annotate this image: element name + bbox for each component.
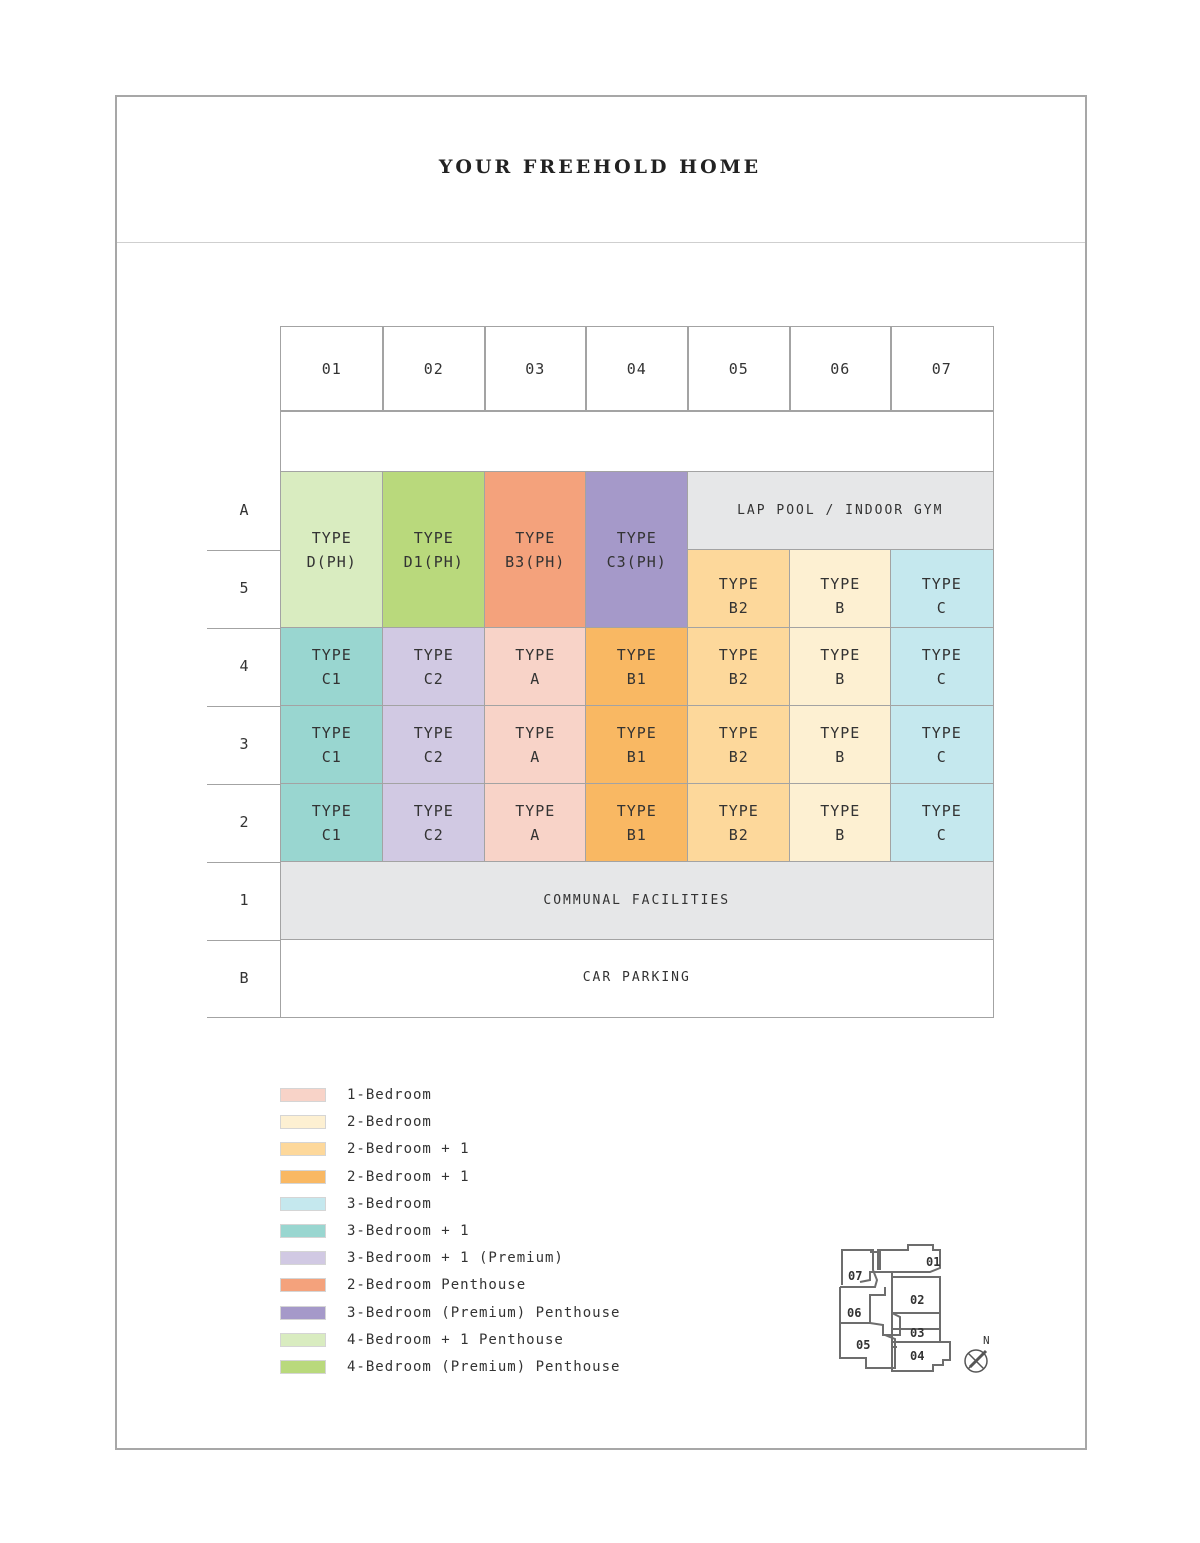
legend-label: 3-Bedroom + 1 (Premium) [347, 1250, 564, 1267]
floor-label: 4 [207, 627, 281, 707]
legend-item: 4-Bedroom (Premium) Penthouse [280, 1358, 620, 1376]
unit-cell: TYPE B2 [687, 783, 791, 863]
legend-label: 2-Bedroom + 1 [347, 1141, 470, 1158]
unit-cell: TYPE A [484, 627, 587, 707]
unit-cell: TYPE C2 [382, 783, 486, 863]
floor-label: 1 [207, 861, 281, 941]
floor-label: 2 [207, 783, 281, 863]
legend-label: 1-Bedroom [347, 1087, 432, 1103]
unit-cell: COMMUNAL FACILITIES [280, 861, 994, 941]
legend-swatch [280, 1278, 326, 1293]
column-header: 03 [484, 326, 587, 412]
header-divider [117, 242, 1085, 243]
header-spacer [280, 410, 994, 472]
legend-swatch [280, 1224, 326, 1238]
floor-label: B [207, 939, 281, 1018]
column-header: 05 [687, 326, 791, 412]
unit-cell: TYPE B [789, 627, 892, 707]
legend-swatch [280, 1332, 326, 1347]
unit-cell: TYPE D(PH) [280, 471, 384, 629]
legend-item: 3-Bedroom + 1 (Premium) [280, 1249, 564, 1267]
unit-cell: TYPE B2 [687, 549, 791, 629]
legend-item: 2-Bedroom [280, 1113, 432, 1131]
legend-swatch [280, 1360, 326, 1374]
column-header: 04 [585, 326, 689, 412]
unit-cell: TYPE A [484, 783, 587, 863]
unit-cell: TYPE C1 [280, 627, 384, 707]
legend-swatch [280, 1088, 326, 1102]
column-header: 02 [382, 326, 486, 412]
legend-label: 2-Bedroom Penthouse [347, 1277, 527, 1294]
legend-label: 3-Bedroom + 1 [347, 1223, 470, 1239]
unit-cell: TYPE C [890, 705, 994, 785]
unit-cell: TYPE C [890, 549, 994, 629]
unit-cell: TYPE B1 [585, 627, 689, 707]
site-unit-07: 07 [848, 1269, 862, 1283]
document-frame [115, 95, 1087, 1450]
legend-item: 2-Bedroom + 1 [280, 1168, 470, 1186]
column-header: 06 [789, 326, 892, 412]
legend-swatch [280, 1169, 326, 1184]
legend-item: 2-Bedroom Penthouse [280, 1276, 526, 1294]
unit-cell: TYPE B3(PH) [484, 471, 587, 629]
legend-label: 4-Bedroom + 1 Penthouse [347, 1331, 564, 1348]
unit-cell: TYPE B1 [585, 783, 689, 863]
column-header: 01 [280, 326, 384, 412]
unit-cell: TYPE B [789, 549, 892, 629]
legend-swatch [280, 1196, 326, 1211]
unit-cell: TYPE B [789, 783, 892, 863]
site-unit-06: 06 [847, 1306, 861, 1320]
legend-item: 1-Bedroom [280, 1086, 432, 1104]
floor-label: A [207, 471, 281, 551]
column-header: 07 [890, 326, 994, 412]
site-plan-outline [839, 1244, 951, 1372]
legend-swatch [280, 1142, 326, 1157]
legend-swatch [280, 1251, 326, 1266]
site-unit-01: 01 [926, 1255, 940, 1269]
legend-label: 2-Bedroom + 1 [347, 1168, 470, 1185]
site-unit-04: 04 [910, 1349, 924, 1363]
legend-item: 3-Bedroom (Premium) Penthouse [280, 1304, 620, 1322]
north-arrow-icon [964, 1349, 988, 1373]
floor-label: 3 [207, 705, 281, 785]
legend-label: 3-Bedroom (Premium) Penthouse [347, 1304, 621, 1321]
unit-cell: TYPE B [789, 705, 892, 785]
legend-item: 3-Bedroom [280, 1195, 432, 1213]
unit-cell: TYPE D1(PH) [382, 471, 486, 629]
unit-cell: TYPE B2 [687, 627, 791, 707]
legend-swatch [280, 1305, 326, 1320]
site-unit-03: 03 [910, 1326, 924, 1340]
floor-label: 5 [207, 549, 281, 629]
legend-label: 4-Bedroom (Premium) Penthouse [347, 1359, 621, 1375]
unit-cell: TYPE C2 [382, 627, 486, 707]
unit-cell: TYPE B1 [585, 705, 689, 785]
legend-item: 4-Bedroom + 1 Penthouse [280, 1331, 564, 1349]
site-unit-02: 02 [910, 1293, 924, 1307]
legend-label: 3-Bedroom [347, 1195, 432, 1212]
unit-cell: TYPE C [890, 627, 994, 707]
unit-cell: TYPE C1 [280, 705, 384, 785]
unit-cell: TYPE C2 [382, 705, 486, 785]
unit-cell: LAP POOL / INDOOR GYM [687, 471, 994, 551]
page-title: YOUR FREEHOLD HOME [438, 156, 762, 178]
unit-cell: TYPE C [890, 783, 994, 863]
site-plan: 01 02 03 04 05 06 07 N [839, 1244, 990, 1373]
legend-label: 2-Bedroom [347, 1114, 432, 1131]
north-label: N [983, 1334, 990, 1347]
legend-item: 3-Bedroom + 1 [280, 1222, 470, 1240]
unit-cell: CAR PARKING [280, 939, 994, 1018]
site-unit-05: 05 [856, 1338, 870, 1352]
unit-cell: TYPE B2 [687, 705, 791, 785]
unit-cell: TYPE C3(PH) [585, 471, 689, 629]
unit-cell: TYPE A [484, 705, 587, 785]
legend-swatch [280, 1115, 326, 1130]
unit-cell: TYPE C1 [280, 783, 384, 863]
legend-item: 2-Bedroom + 1 [280, 1140, 470, 1158]
